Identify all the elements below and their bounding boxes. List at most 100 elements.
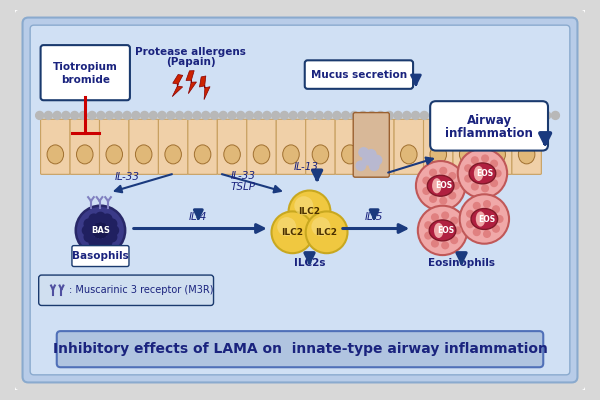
Circle shape [472,157,478,164]
Circle shape [430,169,436,176]
FancyBboxPatch shape [23,18,577,382]
Circle shape [493,206,499,212]
Circle shape [517,112,524,120]
Polygon shape [172,74,183,97]
Circle shape [442,220,446,225]
Circle shape [464,112,472,120]
Circle shape [455,112,463,120]
Circle shape [71,112,79,120]
Circle shape [431,214,438,220]
FancyBboxPatch shape [335,119,365,174]
Ellipse shape [476,212,485,227]
Circle shape [44,112,52,120]
Text: BAS: BAS [91,226,110,235]
FancyBboxPatch shape [306,119,335,174]
Circle shape [484,231,490,237]
Circle shape [439,236,443,240]
Circle shape [106,112,113,120]
Circle shape [202,112,210,120]
Circle shape [454,227,461,234]
Circle shape [423,177,430,184]
Circle shape [423,188,430,194]
Circle shape [79,112,88,120]
Circle shape [481,224,485,229]
Circle shape [425,222,431,228]
Circle shape [534,112,542,120]
Circle shape [542,112,551,120]
Circle shape [311,217,331,236]
Ellipse shape [77,145,93,164]
Circle shape [149,112,157,120]
Circle shape [62,112,70,120]
Circle shape [430,196,436,202]
FancyBboxPatch shape [72,246,129,266]
Circle shape [434,223,439,228]
Circle shape [472,183,478,190]
Polygon shape [199,76,210,100]
Circle shape [479,178,484,183]
Circle shape [363,155,372,165]
Circle shape [93,223,108,238]
Text: ILC2: ILC2 [316,228,338,237]
Ellipse shape [312,145,329,164]
Text: Inhibitory effects of LAMA on  innate-type airway inflammation: Inhibitory effects of LAMA on innate-typ… [53,342,547,356]
Circle shape [486,176,491,181]
Circle shape [447,226,452,230]
Circle shape [431,240,438,247]
Ellipse shape [106,145,122,164]
Text: (Papain): (Papain) [166,57,215,67]
Text: IL-33: IL-33 [115,172,140,182]
Ellipse shape [429,220,456,241]
Ellipse shape [471,208,497,230]
Ellipse shape [489,145,505,164]
Circle shape [467,221,473,228]
Text: : Muscarinic 3 receptor (M3R): : Muscarinic 3 receptor (M3R) [69,285,214,295]
Circle shape [103,237,112,247]
Circle shape [109,226,119,235]
Circle shape [254,112,262,120]
Circle shape [132,112,140,120]
Circle shape [473,229,480,236]
Circle shape [103,214,112,224]
Circle shape [416,161,466,210]
Circle shape [211,112,218,120]
Text: IL-13: IL-13 [294,162,319,172]
Circle shape [97,112,105,120]
Circle shape [481,112,490,120]
FancyBboxPatch shape [482,119,512,174]
Circle shape [356,161,365,170]
Circle shape [370,161,379,170]
Circle shape [437,191,442,196]
Ellipse shape [460,145,476,164]
Text: IL-4: IL-4 [189,212,208,222]
Circle shape [385,112,394,120]
Circle shape [444,188,449,193]
Circle shape [140,112,149,120]
Text: ILC2s: ILC2s [294,258,325,268]
Circle shape [491,160,497,167]
Circle shape [451,237,458,244]
Circle shape [425,232,431,239]
FancyBboxPatch shape [100,119,129,174]
Circle shape [89,214,98,224]
Circle shape [228,112,236,120]
Text: IL-33: IL-33 [230,171,256,181]
Circle shape [481,164,486,168]
Circle shape [482,185,488,192]
Circle shape [245,112,253,120]
Circle shape [158,112,166,120]
FancyBboxPatch shape [365,119,394,174]
FancyBboxPatch shape [424,119,453,174]
Circle shape [491,180,497,186]
Circle shape [96,212,105,222]
Circle shape [475,219,479,224]
Circle shape [289,190,331,232]
Circle shape [451,217,458,224]
Circle shape [488,222,493,226]
Ellipse shape [474,166,484,181]
Ellipse shape [283,145,299,164]
FancyBboxPatch shape [305,60,413,89]
Circle shape [184,112,192,120]
Circle shape [431,186,436,191]
FancyBboxPatch shape [217,119,247,174]
